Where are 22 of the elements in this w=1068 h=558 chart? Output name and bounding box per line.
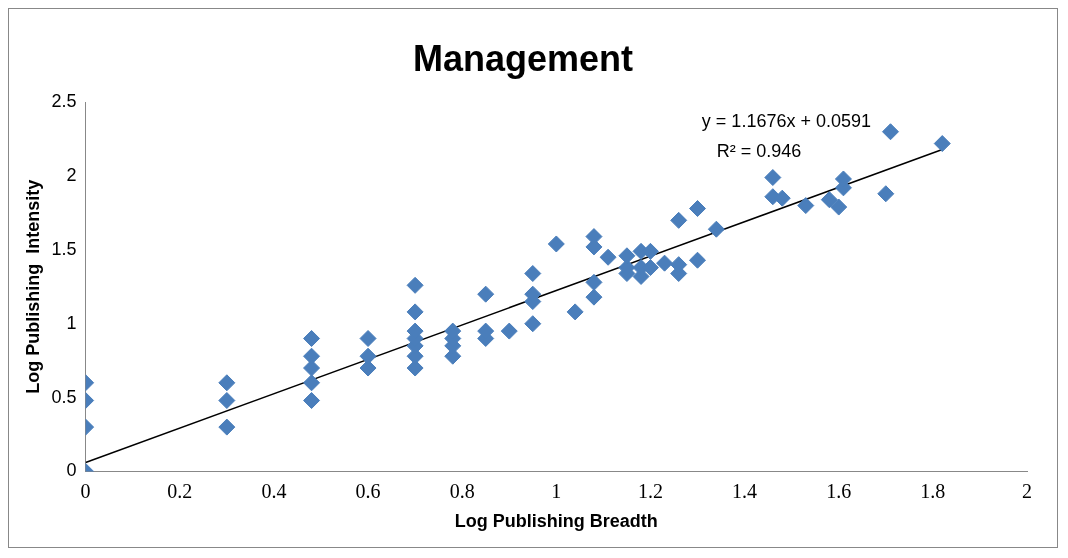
y-tick-label: 2 (66, 165, 77, 186)
x-tick-label: 0 (80, 479, 91, 502)
x-tick-label: 1 (551, 479, 562, 502)
y-tick-label: 1.5 (51, 238, 77, 259)
x-tick-label: 2 (1022, 479, 1032, 502)
annotation: R² = 0.946 (716, 141, 802, 162)
y-tick-label: 2.5 (51, 91, 77, 112)
y-tick-label: 1 (66, 312, 77, 333)
x-tick-label: 1.2 (637, 479, 663, 502)
y-tick-label: 0 (66, 460, 77, 481)
x-tick-label: 0.8 (449, 479, 475, 502)
y-axis-title: Log Publishing Intensity (22, 179, 43, 394)
x-tick-label: 1.4 (732, 479, 758, 502)
y-tick-label: 0.5 (51, 386, 77, 407)
x-tick-label: 0.2 (167, 479, 193, 502)
x-tick-label: 0.4 (261, 479, 287, 502)
chart-title: Management (412, 37, 634, 79)
x-tick-label: 1.8 (920, 479, 946, 502)
x-tick-label: 1.6 (826, 479, 852, 502)
annotation: y = 1.1676x + 0.0591 (701, 111, 871, 132)
x-axis-title: Log Publishing Breadth (454, 511, 658, 532)
x-tick-label: 0.6 (355, 479, 381, 502)
